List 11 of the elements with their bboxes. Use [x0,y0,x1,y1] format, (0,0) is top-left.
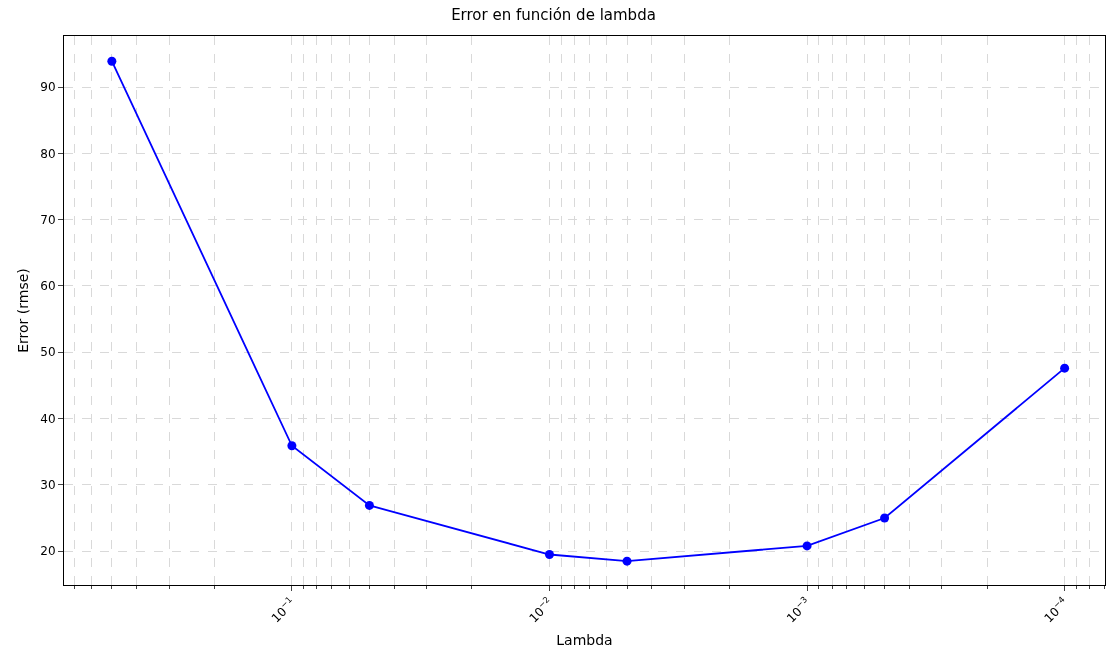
y-tick-label: 40 [40,411,56,426]
y-tick-label: 60 [40,279,56,294]
y-tick-label: 70 [40,212,56,227]
y-tick-label: 20 [40,544,56,559]
y-tick-label: 80 [40,146,56,161]
y-tick-label: 90 [40,80,56,95]
y-tick-label: 30 [40,478,56,493]
chart-title: Error en función de lambda [451,6,656,25]
y-tick-label: 50 [40,345,56,360]
y-axis-title: Error (rmse) [14,268,31,353]
x-axis-title: Lambda [556,631,613,648]
